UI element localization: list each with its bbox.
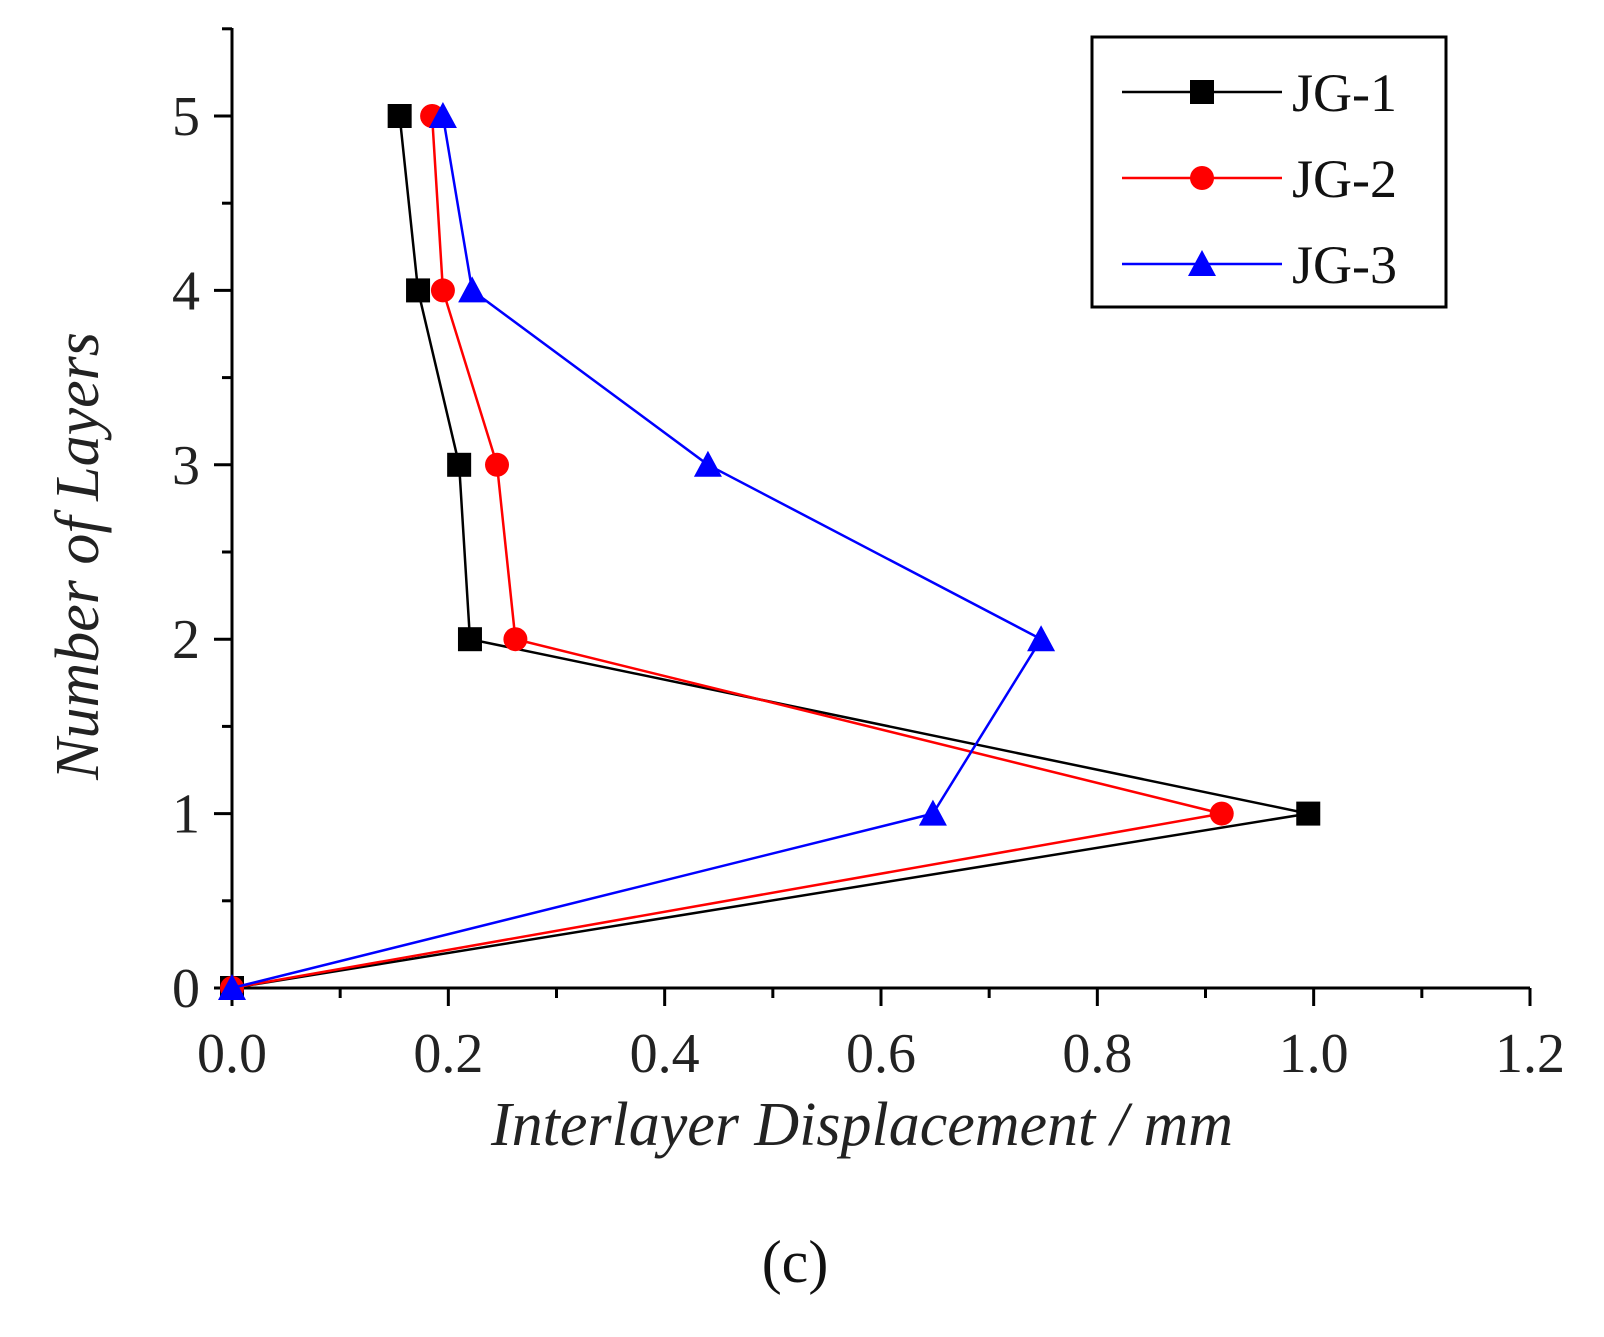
y-tick-label: 1 — [172, 784, 200, 846]
legend-marker — [1190, 80, 1214, 104]
data-point — [1027, 625, 1056, 652]
x-tick-label: 1.2 — [1495, 1023, 1565, 1085]
plot-series — [218, 102, 1321, 1000]
y-tick-label: 4 — [172, 260, 200, 322]
data-point — [430, 278, 455, 303]
legend-entry: JG-2 — [1122, 149, 1397, 209]
data-point — [1296, 801, 1321, 826]
y-tick-label: 5 — [172, 86, 200, 148]
data-point — [458, 276, 487, 303]
legend-marker — [1190, 166, 1214, 190]
x-tick-label: 0.2 — [413, 1023, 483, 1085]
x-tick-label: 0.8 — [1062, 1023, 1132, 1085]
y-axis-label: Number of Layers — [44, 332, 112, 781]
x-tick-label: 0.6 — [846, 1023, 916, 1085]
x-tick-label: 0.4 — [630, 1023, 700, 1085]
legend-entry: JG-3 — [1122, 235, 1397, 295]
legend-box — [1090, 35, 1448, 309]
data-point — [457, 627, 482, 652]
y-tick-label: 3 — [172, 435, 200, 497]
data-point — [485, 452, 510, 477]
y-tick-label: 2 — [172, 609, 200, 671]
data-point — [918, 799, 947, 826]
data-point — [387, 104, 412, 128]
legend: JG-1 JG-2 JG-3 — [1090, 35, 1448, 309]
legend-label: JG-1 — [1292, 63, 1397, 123]
y-tick-label: 0 — [172, 958, 200, 1020]
figure-caption: (c) — [762, 1229, 829, 1295]
data-point — [218, 974, 246, 1000]
series-jg-3 — [218, 102, 1056, 1000]
legend-label: JG-2 — [1292, 149, 1397, 209]
data-point — [428, 102, 457, 128]
data-point — [406, 278, 431, 303]
data-point — [1209, 801, 1234, 826]
axes: 0.0 0.2 0.4 0.6 0.8 1.0 1.2 0 1 2 3 4 5 — [172, 27, 1565, 1085]
legend-marker — [1188, 250, 1216, 276]
legend-label: JG-3 — [1292, 235, 1397, 295]
series-line — [231, 115, 1043, 990]
x-tick-label: 1.0 — [1279, 1023, 1349, 1085]
data-point — [693, 450, 722, 477]
x-tick-label: 0.0 — [197, 1023, 267, 1085]
legend-entry: JG-1 — [1122, 63, 1397, 123]
series-line — [231, 115, 1223, 990]
series-line — [231, 115, 1309, 990]
x-axis-label: Interlayer Displacement / mm — [490, 1091, 1233, 1159]
data-point — [447, 452, 472, 477]
data-point — [503, 627, 528, 652]
